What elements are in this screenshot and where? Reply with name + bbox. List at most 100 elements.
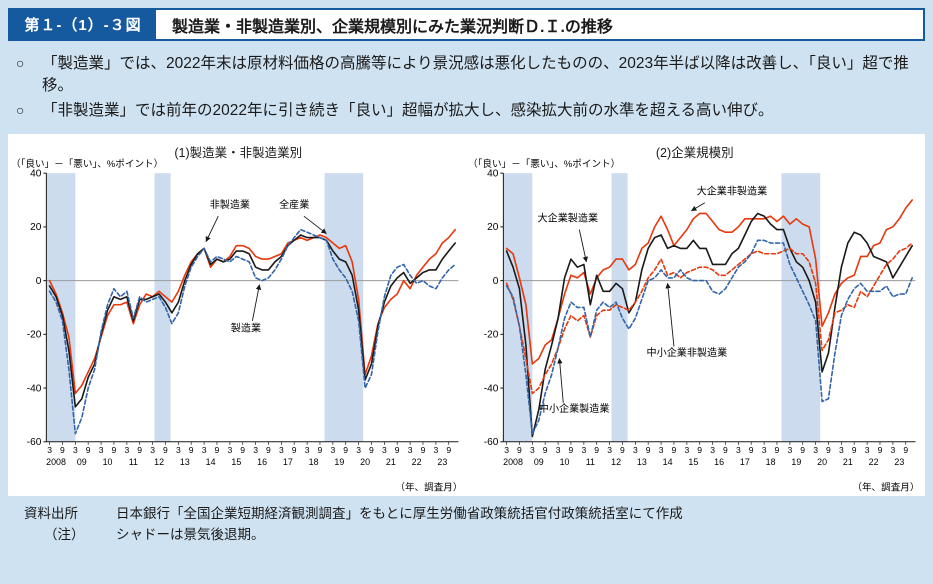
svg-text:11: 11 — [585, 457, 594, 467]
svg-text:9: 9 — [421, 445, 426, 455]
line-chart-size-canvas: （「良い」－「悪い」、%ポイント） 40 20 0 -20 -40 -60 3 9 2008 3 9 0… — [467, 157, 924, 494]
svg-text:2008: 2008 — [46, 457, 66, 467]
svg-text:3: 3 — [99, 445, 104, 455]
svg-text:3: 3 — [356, 445, 361, 455]
svg-text:16: 16 — [714, 457, 724, 467]
svg-text:3: 3 — [555, 445, 560, 455]
bullet-item-nonmanufacturing: ○ 「非製造業」では前年の2022年に引き続き「良い」超幅が拡大し、感染拡大前の… — [16, 100, 919, 122]
svg-text:3: 3 — [434, 445, 439, 455]
charts-panel: (1)製造業・非製造業別 （「良い」－「悪い」、%ポイント） 40 20 0 -20 -4… — [8, 134, 925, 496]
svg-text:20: 20 — [30, 222, 42, 233]
svg-text:21: 21 — [386, 457, 396, 467]
svg-text:9: 9 — [318, 445, 323, 455]
svg-text:9: 9 — [163, 445, 168, 455]
svg-text:-60: -60 — [483, 437, 498, 448]
svg-text:0: 0 — [492, 276, 498, 287]
svg-text:22: 22 — [868, 457, 878, 467]
summary-bullets: ○ 「製造業」では、2022年末は原材料価格の高騰等により景況感は悪化したものの… — [8, 41, 925, 129]
bullet-text: 「製造業」では、2022年末は原材料価格の高騰等により景況感は悪化したものの、2… — [42, 55, 909, 94]
svg-text:9: 9 — [343, 445, 348, 455]
svg-text:11: 11 — [129, 457, 138, 467]
svg-text:3: 3 — [504, 445, 509, 455]
svg-text:3: 3 — [253, 445, 258, 455]
line-chart-industry-canvas: （「良い」－「悪い」、%ポイント） 40 20 0 -20 -40 -60 3 9 2008 3 9 0… — [10, 157, 467, 494]
svg-text:19: 19 — [791, 457, 801, 467]
svg-text:09: 09 — [533, 457, 543, 467]
svg-text:製造業: 製造業 — [231, 322, 261, 335]
chart-by-enterprise-size: (2)企業規模別 （「良い」－「悪い」、%ポイント） 40 20 0 -20 -40 -60… — [467, 140, 924, 494]
svg-text:9: 9 — [112, 445, 117, 455]
svg-text:-40: -40 — [27, 383, 42, 394]
svg-text:全産業: 全産業 — [279, 198, 309, 211]
chart-by-industry: (1)製造業・非製造業別 （「良い」－「悪い」、%ポイント） 40 20 0 -20 -4… — [10, 140, 467, 494]
svg-text:22: 22 — [412, 457, 422, 467]
source-row: 資料出所 日本銀行「全国企業短期経済観測調査」をもとに厚生労働省政策統括官付政策… — [24, 504, 919, 525]
svg-text:3: 3 — [529, 445, 534, 455]
svg-text:9: 9 — [215, 445, 220, 455]
svg-text:12: 12 — [611, 457, 621, 467]
svg-text:3: 3 — [607, 445, 612, 455]
svg-text:（「良い」－「悪い」、%ポイント）: （「良い」－「悪い」、%ポイント） — [468, 158, 620, 170]
svg-text:9: 9 — [748, 445, 753, 455]
svg-text:3: 3 — [305, 445, 310, 455]
svg-text:9: 9 — [568, 445, 573, 455]
svg-text:3: 3 — [176, 445, 181, 455]
svg-text:3: 3 — [813, 445, 818, 455]
svg-text:0: 0 — [36, 276, 42, 287]
svg-text:13: 13 — [180, 457, 190, 467]
svg-text:9: 9 — [137, 445, 142, 455]
svg-text:3: 3 — [382, 445, 387, 455]
svg-text:3: 3 — [227, 445, 232, 455]
bullet-item-manufacturing: ○ 「製造業」では、2022年末は原材料価格の高騰等により景況感は悪化したものの… — [16, 53, 919, 97]
svg-text:-60: -60 — [27, 437, 42, 448]
svg-text:3: 3 — [890, 445, 895, 455]
svg-text:14: 14 — [662, 457, 672, 467]
svg-text:40: 40 — [30, 168, 42, 179]
svg-text:9: 9 — [395, 445, 400, 455]
figure-number-label: 第１-（1）-３図 — [24, 17, 142, 34]
svg-text:9: 9 — [671, 445, 676, 455]
svg-text:9: 9 — [697, 445, 702, 455]
chart-title: (1)製造業・非製造業別 — [174, 146, 303, 160]
svg-text:12: 12 — [154, 457, 164, 467]
svg-text:9: 9 — [620, 445, 625, 455]
svg-text:9: 9 — [774, 445, 779, 455]
svg-text:23: 23 — [437, 457, 447, 467]
figure-header: 第１-（1）-３図 製造業・非製造業別、企業規模別にみた業況判断Ｄ.Ｉ.の推移 — [8, 8, 925, 41]
svg-text:9: 9 — [723, 445, 728, 455]
svg-text:2008: 2008 — [503, 457, 523, 467]
svg-text:3: 3 — [124, 445, 129, 455]
svg-text:9: 9 — [292, 445, 297, 455]
svg-text:3: 3 — [710, 445, 715, 455]
svg-text:大企業製造業: 大企業製造業 — [537, 212, 597, 225]
svg-text:3: 3 — [787, 445, 792, 455]
svg-text:9: 9 — [877, 445, 882, 455]
svg-text:9: 9 — [903, 445, 908, 455]
svg-text:3: 3 — [658, 445, 663, 455]
svg-text:18: 18 — [309, 457, 319, 467]
svg-text:9: 9 — [266, 445, 271, 455]
svg-text:15: 15 — [231, 457, 241, 467]
svg-text:（年、調査月）: （年、調査月） — [852, 481, 919, 493]
svg-text:3: 3 — [47, 445, 52, 455]
svg-text:（「良い」－「悪い」、%ポイント）: （「良い」－「悪い」、%ポイント） — [11, 158, 163, 170]
svg-text:15: 15 — [688, 457, 698, 467]
note-text: シャドーは景気後退期。 — [116, 526, 265, 542]
svg-text:9: 9 — [240, 445, 245, 455]
svg-text:9: 9 — [542, 445, 547, 455]
bullet-text: 「非製造業」では前年の2022年に引き続き「良い」超幅が拡大し、感染拡大前の水準… — [42, 102, 774, 119]
svg-text:21: 21 — [842, 457, 852, 467]
source-text: 日本銀行「全国企業短期経済観測調査」をもとに厚生労働省政策統括官付政策統括室にて… — [116, 506, 683, 521]
svg-text:3: 3 — [581, 445, 586, 455]
svg-text:17: 17 — [283, 457, 293, 467]
svg-text:20: 20 — [360, 457, 370, 467]
svg-text:大企業非製造業: 大企業非製造業 — [696, 185, 767, 198]
svg-text:9: 9 — [594, 445, 599, 455]
svg-text:20: 20 — [487, 222, 499, 233]
svg-text:3: 3 — [330, 445, 335, 455]
svg-text:17: 17 — [739, 457, 749, 467]
svg-text:10: 10 — [559, 457, 569, 467]
svg-text:非製造業: 非製造業 — [210, 198, 250, 211]
